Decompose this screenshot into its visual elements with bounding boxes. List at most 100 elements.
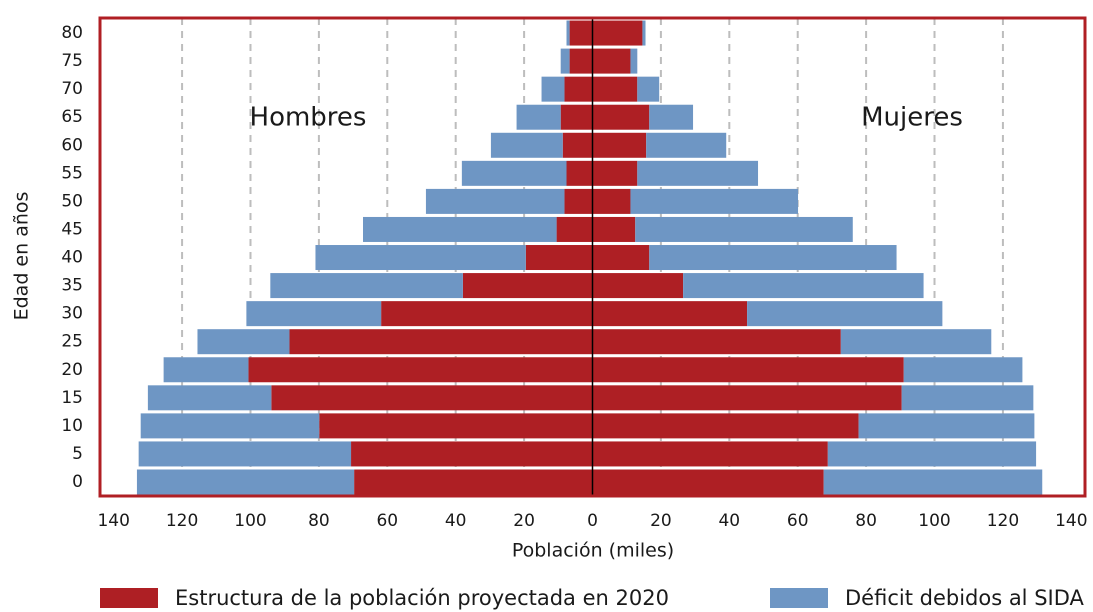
bar (630, 48, 638, 74)
bar (560, 104, 593, 130)
bar (197, 329, 290, 355)
bar (901, 385, 1034, 411)
bar (136, 469, 355, 495)
y-tick-label: 70 (61, 79, 83, 99)
bar (319, 413, 593, 439)
legend-swatch (770, 588, 828, 608)
y-tick-label: 15 (61, 388, 83, 408)
y-axis-title: Edad en años (11, 192, 33, 321)
bar (351, 441, 593, 467)
bar (592, 160, 638, 186)
x-tick-label: 60 (787, 511, 809, 531)
bar (564, 76, 593, 102)
bar (248, 357, 593, 383)
bar (541, 76, 565, 102)
bar (564, 188, 593, 214)
x-tick-label: 60 (376, 511, 398, 531)
bar (147, 385, 272, 411)
bar (592, 301, 748, 327)
x-tick-label: 80 (855, 511, 877, 531)
y-tick-label: 80 (61, 23, 83, 43)
legend-label: Estructura de la población proyectada en… (175, 586, 669, 610)
bar (363, 216, 557, 242)
bar (592, 216, 636, 242)
bar (461, 160, 567, 186)
bar (592, 76, 638, 102)
x-tick-label: 80 (308, 511, 330, 531)
bar (569, 48, 593, 74)
bar (566, 160, 593, 186)
x-tick-label: 120 (166, 511, 198, 531)
y-tick-label: 65 (61, 107, 83, 127)
bar (592, 48, 631, 74)
y-tick-label: 35 (61, 276, 83, 296)
bar (592, 188, 631, 214)
y-tick-label: 10 (61, 416, 83, 436)
x-tick-label: 120 (987, 511, 1019, 531)
bar (637, 160, 759, 186)
y-tick-label: 55 (61, 163, 83, 183)
bar (747, 301, 943, 327)
bar (163, 357, 249, 383)
x-tick-label: 100 (234, 511, 266, 531)
bar (246, 301, 382, 327)
bar (823, 469, 1043, 495)
bar (635, 216, 853, 242)
bar (646, 132, 727, 158)
bar (525, 245, 593, 271)
y-tick-label: 5 (72, 444, 83, 464)
bar (592, 273, 684, 299)
x-tick-label: 40 (718, 511, 740, 531)
bar (381, 301, 593, 327)
y-tick-label: 60 (61, 135, 83, 155)
y-tick-label: 40 (61, 248, 83, 268)
y-tick-label: 45 (61, 219, 83, 239)
bar (592, 441, 828, 467)
bar (271, 385, 593, 411)
bar (315, 245, 526, 271)
legend-label: Déficit debidos al SIDA (845, 586, 1085, 610)
y-tick-label: 20 (61, 360, 83, 380)
bar (840, 329, 992, 355)
bar (630, 188, 799, 214)
bar (140, 413, 320, 439)
bar (592, 20, 643, 46)
bar (592, 357, 904, 383)
bar (560, 48, 570, 74)
bar (642, 20, 646, 46)
y-tick-label: 75 (61, 51, 83, 71)
y-tick-label: 25 (61, 332, 83, 352)
bar (649, 104, 694, 130)
bar (858, 413, 1035, 439)
bar (566, 20, 570, 46)
side-label: Hombres (250, 103, 367, 133)
bar (592, 469, 824, 495)
bar (556, 216, 593, 242)
x-tick-label: 0 (587, 511, 598, 531)
x-tick-label: 100 (918, 511, 950, 531)
bar (592, 132, 647, 158)
bar (592, 413, 859, 439)
bar (592, 385, 902, 411)
x-axis-title: Población (miles) (512, 540, 674, 562)
bar (827, 441, 1037, 467)
x-tick-label: 140 (97, 511, 129, 531)
bar (516, 104, 561, 130)
bar (569, 20, 593, 46)
bar (562, 132, 593, 158)
bar (592, 104, 650, 130)
bar (637, 76, 660, 102)
bar (592, 245, 650, 271)
legend-swatch (100, 588, 158, 608)
bar (462, 273, 593, 299)
bar (683, 273, 924, 299)
x-tick-label: 140 (1055, 511, 1087, 531)
bar (425, 188, 565, 214)
x-tick-label: 40 (445, 511, 467, 531)
bar (903, 357, 1023, 383)
bar (592, 329, 841, 355)
bar (490, 132, 563, 158)
y-tick-label: 50 (61, 191, 83, 211)
x-tick-label: 20 (650, 511, 672, 531)
